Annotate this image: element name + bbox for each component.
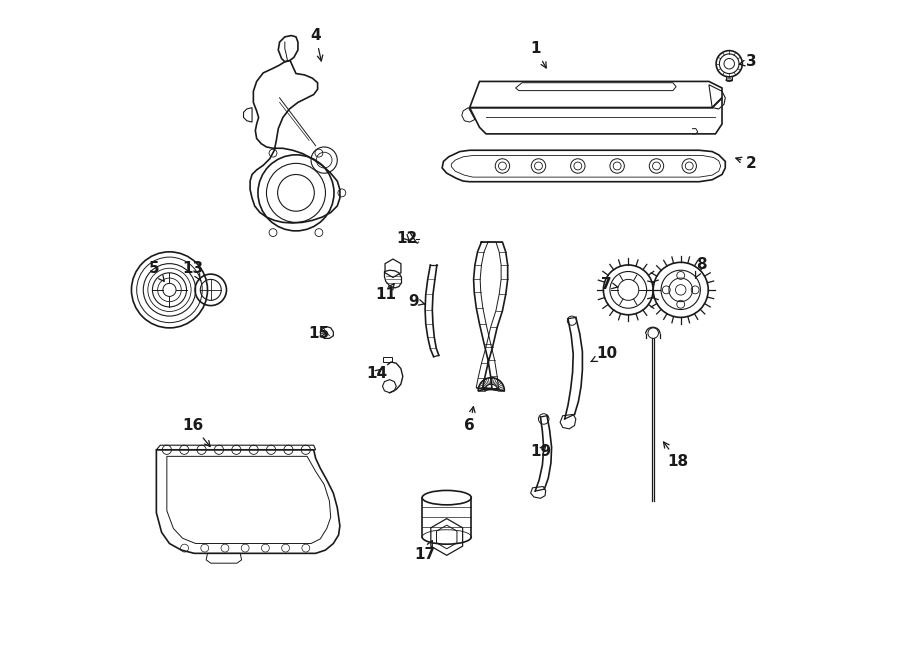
Text: 13: 13: [183, 260, 203, 281]
Text: 3: 3: [739, 54, 757, 69]
Text: 19: 19: [530, 444, 551, 459]
Text: 10: 10: [591, 346, 618, 362]
Text: 7: 7: [600, 277, 617, 292]
Text: 17: 17: [415, 541, 436, 562]
Text: 6: 6: [464, 407, 475, 433]
Text: 16: 16: [183, 418, 210, 447]
Text: 1: 1: [530, 41, 546, 68]
Text: 9: 9: [409, 293, 425, 309]
Text: 15: 15: [309, 327, 329, 341]
Text: 11: 11: [375, 284, 396, 302]
Text: 18: 18: [663, 442, 688, 469]
Text: 2: 2: [736, 156, 757, 171]
Text: 14: 14: [366, 366, 387, 381]
Text: 12: 12: [397, 231, 418, 247]
Text: 8: 8: [696, 257, 707, 278]
Text: 5: 5: [148, 260, 165, 282]
Text: 4: 4: [310, 28, 323, 61]
